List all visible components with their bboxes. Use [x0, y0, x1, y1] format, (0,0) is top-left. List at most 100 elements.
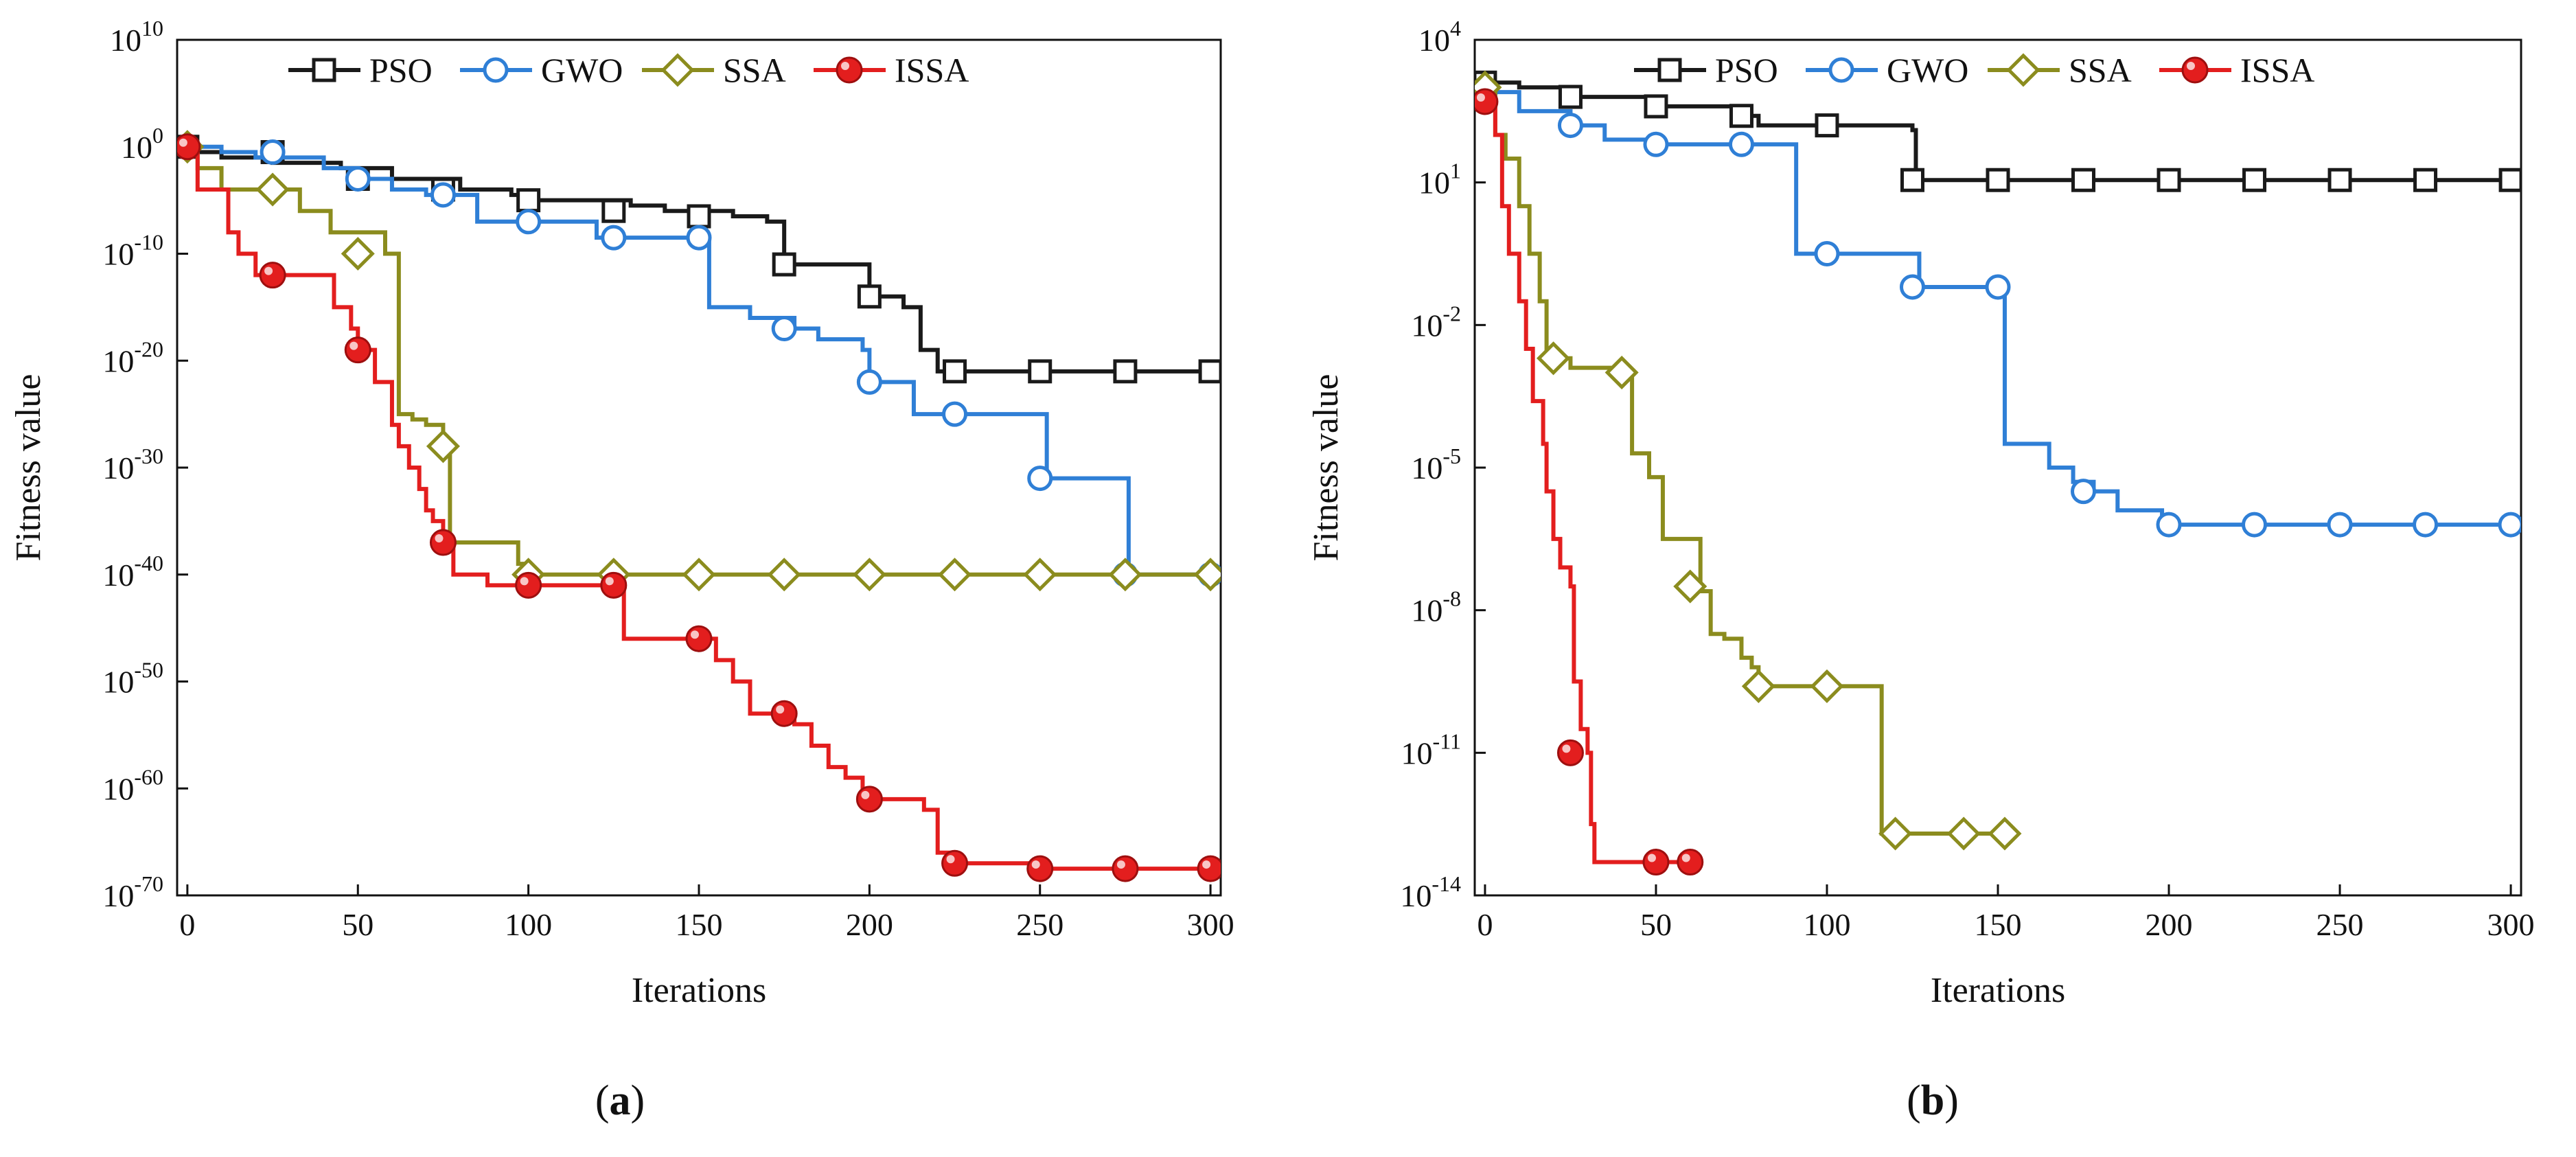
series-ssa [1475, 70, 2022, 851]
pso-marker [1815, 113, 1839, 138]
y-tick-label: 10-2 [1411, 301, 1461, 343]
ssa-marker [1605, 356, 1639, 390]
legend-gwo-label: GWO [541, 51, 623, 89]
y-tick-label: 10-8 [1411, 586, 1461, 628]
gwo-marker [260, 139, 286, 165]
pso-marker [1558, 84, 1583, 109]
legend-gwo-marker [1828, 57, 1854, 83]
series-issa [177, 133, 1221, 882]
issa-marker [685, 625, 713, 652]
gwo-marker [2242, 512, 2268, 538]
ssa-marker [1193, 558, 1221, 592]
gwo-marker [2498, 512, 2521, 538]
y-tick-label: 10-50 [102, 658, 163, 700]
x-tick-label: 250 [1016, 907, 1063, 942]
issa-marker [515, 571, 542, 599]
issa-marker [429, 529, 457, 556]
issa-marker-highlight [1647, 854, 1656, 862]
x-tick-label: 150 [1975, 907, 2022, 942]
pso-marker [601, 198, 626, 223]
gwo-marker [1728, 131, 1754, 157]
legend-issa-marker-highlight [2187, 62, 2195, 70]
issa-marker [1197, 855, 1221, 882]
pso-marker [943, 359, 967, 384]
x-tick-label: 300 [2487, 907, 2535, 942]
gwo-marker [856, 369, 882, 395]
ssa-line [1484, 85, 2005, 836]
pso-marker [2498, 168, 2521, 192]
gwo-marker [2413, 512, 2439, 538]
issa-marker-highlight [1562, 744, 1571, 753]
issa-marker [1642, 849, 1670, 876]
y-axis-title: Fitness value [1307, 374, 1346, 562]
pso-marker [2327, 168, 2352, 192]
issa-marker-highlight [1116, 860, 1125, 869]
legend-issa-label: ISSA [2240, 51, 2314, 89]
ssa-marker [1537, 341, 1571, 376]
ssa-marker [938, 558, 972, 592]
issa-marker [1556, 739, 1584, 766]
issa-marker [770, 700, 798, 727]
issa-marker [1026, 855, 1054, 882]
y-tick-label: 10-14 [1400, 871, 1461, 913]
gwo-marker [942, 401, 968, 427]
ssa-marker [1878, 816, 1913, 851]
panel-label: (b) [1907, 1077, 1959, 1124]
gwo-marker [430, 182, 456, 208]
issa-line [187, 144, 1211, 871]
pso-line [1484, 80, 2511, 183]
y-tick-label: 10-10 [102, 230, 163, 272]
y-axis-title: Fitness value [9, 374, 48, 562]
x-tick-label: 200 [846, 907, 893, 942]
x-tick-label: 50 [342, 907, 373, 942]
issa-marker [177, 133, 201, 161]
gwo-marker [2071, 479, 2097, 505]
legend-issa-label: ISSA [895, 51, 969, 89]
legend-ssa-marker [2006, 53, 2040, 87]
y-tick-label: 101 [1418, 159, 1461, 201]
ssa-marker [255, 172, 290, 207]
y-tick-label: 10-30 [102, 444, 163, 485]
issa-marker-highlight [1476, 93, 1485, 102]
gwo-marker [1557, 113, 1583, 139]
issa-marker-highlight [435, 534, 444, 543]
x-axis-title: Iterations [1931, 971, 2065, 1010]
legend-ssa-marker [660, 53, 695, 87]
ssa-marker [1741, 669, 1775, 703]
legend: PSO GWO SSA ISSA [1634, 51, 2314, 89]
series-pso [1475, 70, 2521, 192]
issa-marker-highlight [264, 266, 273, 275]
issa-marker-highlight [520, 577, 529, 586]
y-tick-label: 10-5 [1411, 444, 1461, 485]
pso-marker [857, 284, 882, 309]
legend-issa-marker [836, 56, 863, 84]
gwo-marker [2327, 512, 2353, 538]
legend-gwo-label: GWO [1887, 51, 1968, 89]
issa-marker-highlight [776, 705, 785, 714]
x-tick-label: 0 [179, 907, 195, 942]
issa-marker-highlight [1681, 854, 1690, 862]
y-tick-label: 10-20 [102, 336, 163, 378]
pso-marker [2413, 168, 2438, 192]
issa-marker-highlight [349, 341, 358, 350]
y-tick-label: 10-70 [102, 871, 163, 913]
pso-marker [1644, 94, 1668, 119]
y-tick-label: 10-60 [102, 764, 163, 806]
gwo-marker [1814, 241, 1840, 266]
x-tick-label: 200 [2146, 907, 2193, 942]
legend-pso-label: PSO [369, 51, 433, 89]
issa-marker-highlight [179, 138, 187, 147]
ssa-marker [682, 558, 716, 592]
ssa-marker [1946, 816, 1981, 851]
pso-marker [1113, 359, 1138, 384]
pso-marker [1729, 104, 1753, 128]
gwo-line [1484, 90, 2511, 527]
gwo-marker [516, 209, 542, 235]
gwo-marker [1027, 466, 1053, 492]
ssa-marker [1108, 558, 1142, 592]
pso-line [187, 144, 1211, 374]
series-ssa [177, 130, 1221, 592]
legend-pso-marker [312, 58, 336, 82]
issa-marker-highlight [1202, 860, 1211, 869]
